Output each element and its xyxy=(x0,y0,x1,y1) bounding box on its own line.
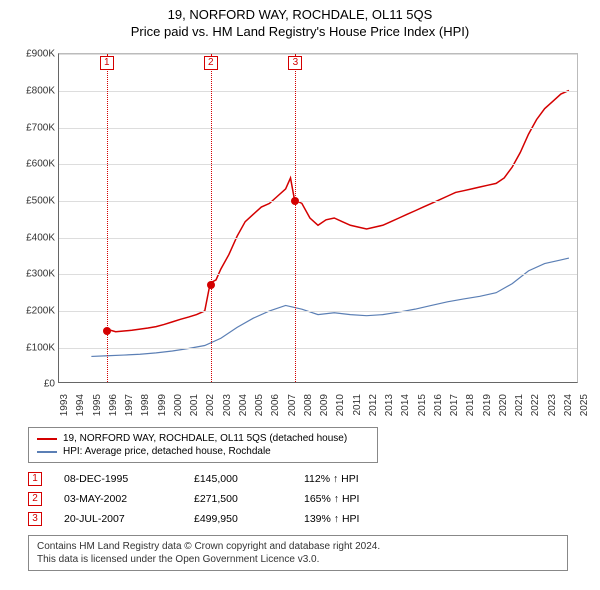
x-tick-label: 2000 xyxy=(173,394,184,428)
event-date: 08-DEC-1995 xyxy=(64,473,194,485)
event-vline xyxy=(295,54,296,382)
x-tick-label: 2005 xyxy=(254,394,265,428)
chart-subtitle: Price paid vs. HM Land Registry's House … xyxy=(0,24,600,43)
x-tick-label: 2014 xyxy=(400,394,411,428)
x-tick-label: 2016 xyxy=(433,394,444,428)
event-price: £145,000 xyxy=(194,473,304,485)
x-tick-label: 1993 xyxy=(59,394,70,428)
legend: 19, NORFORD WAY, ROCHDALE, OL11 5QS (det… xyxy=(28,427,378,463)
gridline xyxy=(59,238,577,239)
y-tick-label: £400K xyxy=(19,232,55,243)
y-tick-label: £900K xyxy=(19,49,55,60)
attribution-line2: This data is licensed under the Open Gov… xyxy=(37,553,559,566)
x-tick-label: 2019 xyxy=(482,394,493,428)
chart-title: 19, NORFORD WAY, ROCHDALE, OL11 5QS xyxy=(0,0,600,24)
event-row: 2 03-MAY-2002£271,500165% ↑ HPI xyxy=(28,489,600,509)
x-tick-label: 2010 xyxy=(335,394,346,428)
event-marker-box: 1 xyxy=(100,56,114,70)
attribution-line1: Contains HM Land Registry data © Crown c… xyxy=(37,540,559,553)
x-tick-label: 2015 xyxy=(417,394,428,428)
plot-region: £0£100K£200K£300K£400K£500K£600K£700K£80… xyxy=(58,53,578,383)
gridline xyxy=(59,91,577,92)
event-date: 20-JUL-2007 xyxy=(64,513,194,525)
legend-swatch-property xyxy=(37,438,57,440)
event-point xyxy=(103,327,111,335)
event-point xyxy=(291,197,299,205)
x-tick-label: 2004 xyxy=(238,394,249,428)
y-tick-label: £700K xyxy=(19,122,55,133)
legend-swatch-hpi xyxy=(37,451,57,453)
event-vline xyxy=(211,54,212,382)
x-tick-label: 2007 xyxy=(287,394,298,428)
event-marker-box: 3 xyxy=(288,56,302,70)
x-tick-label: 1994 xyxy=(75,394,86,428)
event-num-box: 1 xyxy=(28,472,42,486)
x-tick-label: 2002 xyxy=(205,394,216,428)
x-tick-label: 2012 xyxy=(368,394,379,428)
x-tick-label: 2003 xyxy=(222,394,233,428)
gridline xyxy=(59,311,577,312)
event-pct: 112% ↑ HPI xyxy=(304,473,414,485)
x-tick-label: 2024 xyxy=(563,394,574,428)
chart-area: £0 £100K £200K £300K £400K £500K £600K £700K £80… xyxy=(18,43,588,423)
y-tick-label: £100K xyxy=(19,342,55,353)
x-tick-label: 1996 xyxy=(108,394,119,428)
y-tick-label: £200K xyxy=(19,305,55,316)
x-tick-label: 1995 xyxy=(92,394,103,428)
x-tick-label: 2001 xyxy=(189,394,200,428)
event-row: 1 08-DEC-1995£145,000112% ↑ HPI xyxy=(28,469,600,489)
x-tick-label: 2022 xyxy=(530,394,541,428)
event-pct: 139% ↑ HPI xyxy=(304,513,414,525)
legend-item-hpi: HPI: Average price, detached house, Roch… xyxy=(37,445,369,458)
event-pct: 165% ↑ HPI xyxy=(304,493,414,505)
x-tick-label: 2023 xyxy=(547,394,558,428)
x-tick-label: 1999 xyxy=(157,394,168,428)
x-tick-label: 2020 xyxy=(498,394,509,428)
x-tick-label: 2017 xyxy=(449,394,460,428)
event-row: 3 20-JUL-2007£499,950139% ↑ HPI xyxy=(28,509,600,529)
x-tick-label: 2021 xyxy=(514,394,525,428)
x-tick-label: 2008 xyxy=(303,394,314,428)
event-marker-box: 2 xyxy=(204,56,218,70)
y-tick-label: £800K xyxy=(19,85,55,96)
legend-item-property: 19, NORFORD WAY, ROCHDALE, OL11 5QS (det… xyxy=(37,432,369,445)
x-tick-label: 2013 xyxy=(384,394,395,428)
y-tick-label: £300K xyxy=(19,269,55,280)
event-date: 03-MAY-2002 xyxy=(64,493,194,505)
event-price: £271,500 xyxy=(194,493,304,505)
attribution: Contains HM Land Registry data © Crown c… xyxy=(28,535,568,571)
event-price: £499,950 xyxy=(194,513,304,525)
x-tick-label: 2025 xyxy=(579,394,590,428)
legend-label-hpi: HPI: Average price, detached house, Roch… xyxy=(63,446,271,457)
x-tick-label: 2006 xyxy=(270,394,281,428)
x-tick-label: 2009 xyxy=(319,394,330,428)
series-line xyxy=(91,258,569,356)
x-tick-label: 1998 xyxy=(140,394,151,428)
event-num-box: 3 xyxy=(28,512,42,526)
gridline xyxy=(59,201,577,202)
y-tick-label: £0 xyxy=(19,379,55,390)
legend-label-property: 19, NORFORD WAY, ROCHDALE, OL11 5QS (det… xyxy=(63,433,347,444)
x-tick-label: 2011 xyxy=(352,394,363,428)
y-tick-label: £500K xyxy=(19,195,55,206)
gridline xyxy=(59,164,577,165)
x-tick-label: 1997 xyxy=(124,394,135,428)
event-num-box: 2 xyxy=(28,492,42,506)
event-point xyxy=(207,281,215,289)
x-tick-label: 2018 xyxy=(465,394,476,428)
gridline xyxy=(59,54,577,55)
gridline xyxy=(59,128,577,129)
event-table: 1 08-DEC-1995£145,000112% ↑ HPI 2 03-MAY-20… xyxy=(28,469,600,529)
gridline xyxy=(59,348,577,349)
y-tick-label: £600K xyxy=(19,159,55,170)
gridline xyxy=(59,274,577,275)
